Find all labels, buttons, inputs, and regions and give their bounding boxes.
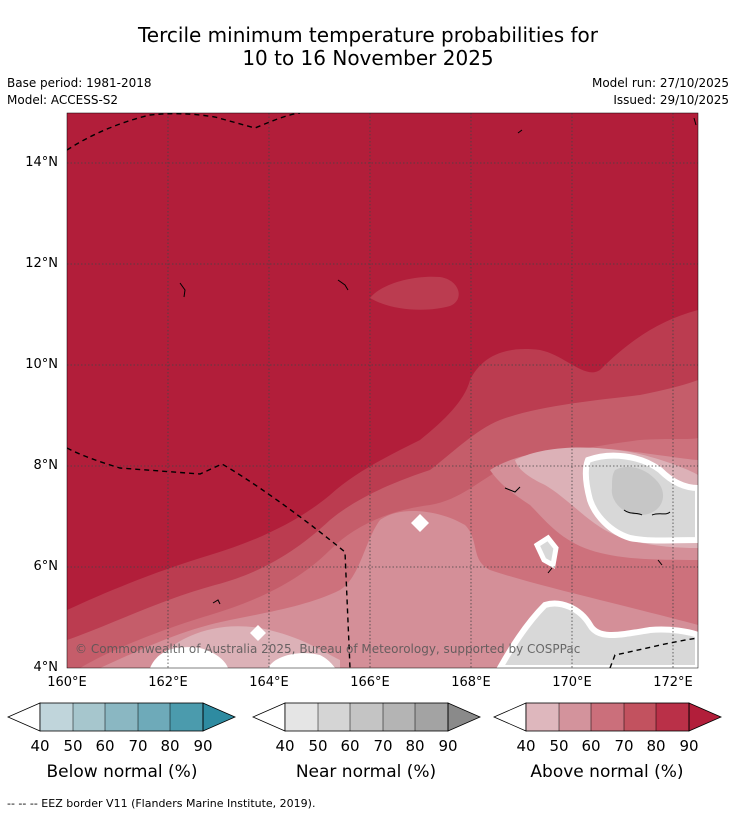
lon-label-168e: 168°E bbox=[451, 675, 491, 690]
eez-legend-note: -- -- -- EEZ border V11 (Flanders Marine… bbox=[7, 797, 316, 810]
colorbar-above-title: Above normal (%) bbox=[530, 762, 684, 782]
lat-label-12n: 12°N bbox=[25, 256, 58, 271]
cb-above-tick: 70 bbox=[614, 737, 634, 755]
cb-above-tick: 50 bbox=[549, 737, 569, 755]
cb-above-tick: 80 bbox=[646, 737, 666, 755]
map-frame bbox=[66, 112, 699, 669]
cb-below-tick: 80 bbox=[160, 737, 180, 755]
chart-title-line-1: Tercile minimum temperature probabilitie… bbox=[137, 23, 599, 47]
cb-near-tick: 80 bbox=[405, 737, 425, 755]
cb-below-tick: 40 bbox=[30, 737, 50, 755]
base-period-label: Base period: 1981-2018 bbox=[7, 76, 152, 90]
lon-label-172e: 172°E bbox=[653, 675, 693, 690]
colorbar-below-title: Below normal (%) bbox=[46, 762, 198, 782]
lat-label-10n: 10°N bbox=[25, 357, 58, 372]
above-80-island bbox=[370, 276, 459, 310]
cb-near-tick: 60 bbox=[340, 737, 360, 755]
lon-label-164e: 164°E bbox=[249, 675, 289, 690]
cb-below-tick: 90 bbox=[193, 737, 213, 755]
lon-label-166e: 166°E bbox=[350, 675, 390, 690]
graticule bbox=[67, 113, 698, 668]
cb-near-tick: 50 bbox=[308, 737, 328, 755]
model-run-label: Model run: 27/10/2025 bbox=[591, 76, 729, 90]
cb-near-tick: 40 bbox=[275, 737, 295, 755]
lat-label-4n: 4°N bbox=[33, 660, 59, 675]
lat-label-8n: 8°N bbox=[33, 458, 59, 473]
white-patch-s bbox=[268, 653, 335, 668]
colorbar-near-title: Near normal (%) bbox=[295, 762, 437, 782]
chart-title-line-2: 10 to 16 November 2025 bbox=[242, 46, 494, 70]
white-diamond-1 bbox=[411, 514, 429, 532]
islands bbox=[179, 117, 697, 605]
colorbar-near bbox=[252, 702, 481, 732]
probability-field bbox=[67, 113, 698, 668]
cb-below-tick: 60 bbox=[95, 737, 115, 755]
lon-label-160e: 160°E bbox=[47, 675, 87, 690]
white-diamond-2 bbox=[250, 625, 266, 641]
cb-below-tick: 50 bbox=[63, 737, 83, 755]
near-normal-spot bbox=[533, 534, 559, 569]
lon-label-170e: 170°E bbox=[552, 675, 592, 690]
colorbar-below bbox=[7, 702, 236, 732]
cb-above-tick: 40 bbox=[516, 737, 536, 755]
near-50-region bbox=[611, 466, 664, 515]
eez-border-lines bbox=[67, 113, 698, 668]
lon-label-162e: 162°E bbox=[148, 675, 188, 690]
cb-above-tick: 60 bbox=[581, 737, 601, 755]
model-label: Model: ACCESS-S2 bbox=[7, 93, 119, 107]
issued-label: Issued: 29/10/2025 bbox=[613, 93, 729, 107]
cb-above-tick: 90 bbox=[679, 737, 699, 755]
lat-label-6n: 6°N bbox=[33, 559, 59, 574]
colorbar-above bbox=[493, 702, 722, 732]
cb-below-tick: 70 bbox=[128, 737, 148, 755]
near-normal-south bbox=[496, 600, 698, 668]
lat-label-14n: 14°N bbox=[25, 155, 58, 170]
copyright-notice: © Commonwealth of Australia 2025, Bureau… bbox=[75, 642, 581, 656]
white-patch-sw bbox=[150, 647, 228, 668]
cb-near-tick: 70 bbox=[373, 737, 393, 755]
cb-near-tick: 90 bbox=[438, 737, 458, 755]
